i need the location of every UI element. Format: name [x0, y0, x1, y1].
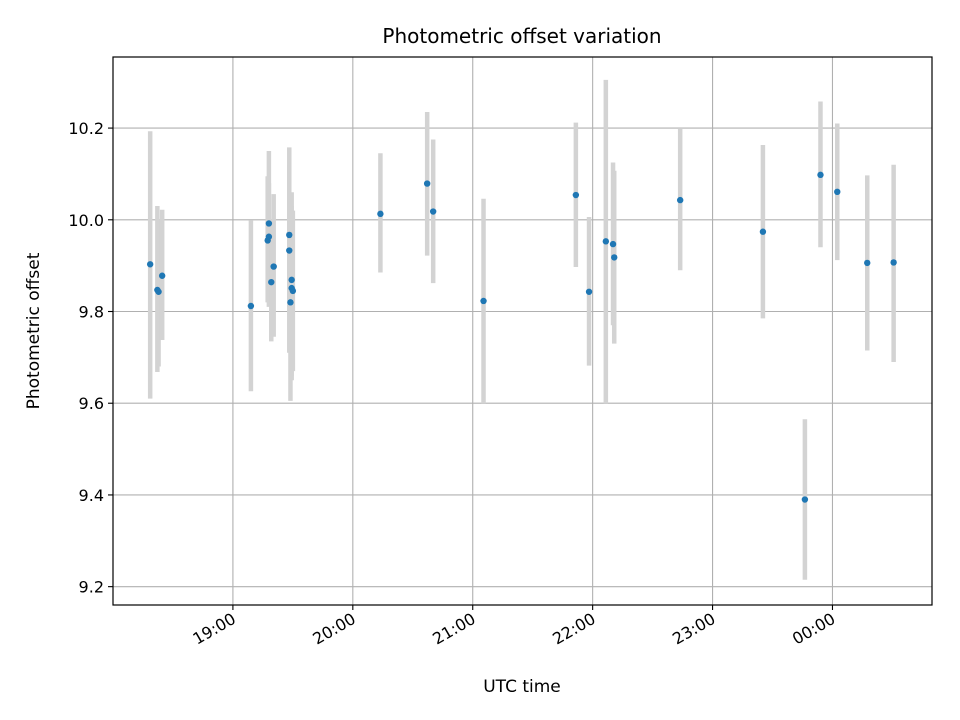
data-point	[265, 233, 273, 240]
y-tick-label: 10.0	[68, 211, 104, 230]
data-point	[265, 220, 273, 227]
data-point	[146, 261, 154, 268]
y-tick-label: 9.4	[79, 486, 104, 505]
data-point	[609, 240, 617, 248]
data-point	[289, 287, 297, 295]
data-point	[155, 288, 162, 295]
data-point	[287, 299, 294, 306]
data-point	[288, 276, 295, 284]
grid	[113, 57, 932, 605]
data-point	[890, 259, 897, 266]
data-point	[801, 496, 809, 503]
data-point	[158, 272, 166, 279]
data-point	[429, 208, 437, 215]
data-points	[146, 171, 897, 503]
plot-frame	[112, 56, 933, 606]
data-point	[286, 247, 293, 254]
data-point	[602, 238, 610, 245]
data-point	[585, 288, 593, 295]
data-point	[817, 171, 824, 179]
chart-title: Photometric offset variation	[382, 24, 661, 48]
data-point	[572, 191, 580, 199]
y-tick-label: 10.2	[68, 119, 104, 138]
data-point	[270, 263, 277, 270]
y-axis-label: Photometric offset	[24, 252, 44, 409]
y-tick-label: 9.2	[79, 578, 104, 597]
data-point	[377, 210, 384, 218]
data-point	[759, 228, 767, 235]
data-point	[268, 278, 275, 286]
y-tick-label: 9.8	[79, 303, 104, 322]
data-point	[247, 302, 255, 310]
data-point	[676, 196, 684, 204]
data-point	[423, 180, 431, 187]
x-axis-label: UTC time	[483, 677, 561, 697]
y-tick-label: 9.6	[79, 394, 104, 413]
data-point	[834, 188, 841, 196]
data-point	[611, 254, 618, 261]
y-axis: 9.2 9.4 9.6 9.8 10.0 10.2	[68, 119, 113, 597]
data-point	[480, 297, 487, 305]
data-point	[286, 231, 293, 239]
data-point	[864, 259, 871, 267]
